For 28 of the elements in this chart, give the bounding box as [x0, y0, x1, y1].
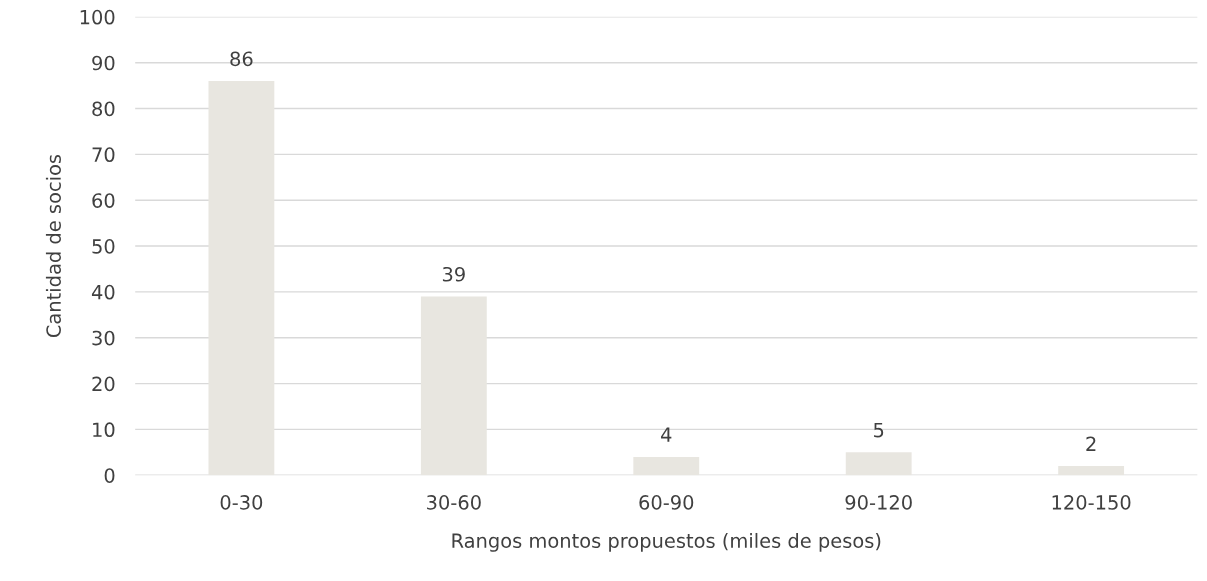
data-label: 86: [230, 51, 253, 67]
bar: [420, 296, 487, 476]
x-tick-label: 0-30: [220, 495, 263, 510]
data-label: 5: [874, 423, 884, 438]
x-tick-label: 60-90: [639, 495, 694, 510]
y-tick-label: 30: [92, 330, 115, 346]
y-tick-label: 50: [92, 239, 115, 254]
x-tick-label: 30-60: [427, 495, 481, 510]
y-axis-title: Cantidad de socios: [45, 154, 61, 338]
y-tick-label: 10: [93, 422, 115, 438]
bar: [208, 81, 275, 476]
y-tick-label: 70: [92, 147, 115, 163]
data-label: 39: [442, 266, 465, 282]
x-tick-label: 90-120: [845, 495, 912, 510]
y-tick-label: 60: [92, 193, 115, 208]
bar: [1058, 466, 1125, 476]
y-tick-label: 20: [92, 376, 115, 392]
x-axis-title: Rangos montos propuestos (miles de pesos): [452, 532, 881, 552]
y-tick-label: 100: [80, 9, 115, 25]
bar: [845, 452, 912, 476]
data-label: 2: [1086, 436, 1096, 451]
data-label: 4: [661, 427, 672, 442]
y-tick-label: 40: [91, 284, 115, 300]
x-tick-label: 120-150: [1052, 495, 1131, 510]
bar: [633, 456, 700, 476]
y-tick-label: 80: [92, 101, 115, 117]
y-tick-label: 90: [92, 55, 115, 71]
y-tick-label: 0: [104, 468, 115, 483]
